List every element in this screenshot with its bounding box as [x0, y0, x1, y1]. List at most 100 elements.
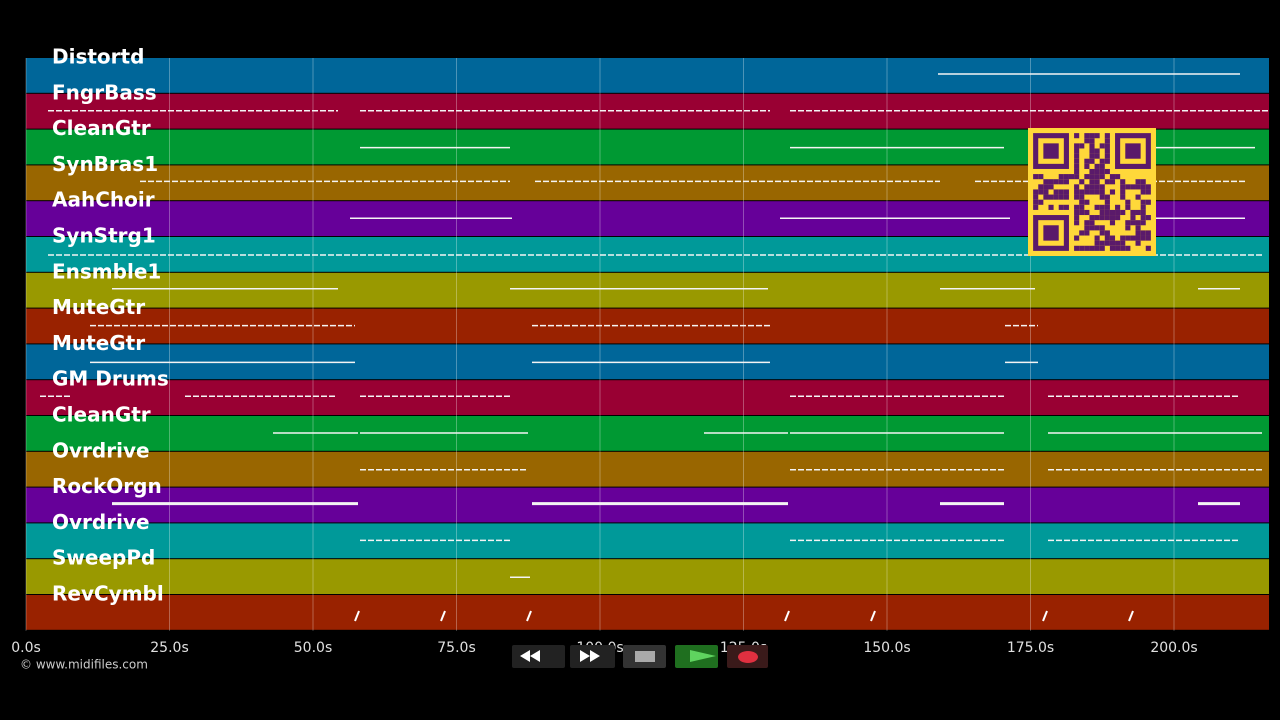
track-row [26, 272, 1269, 308]
qr-module [1104, 240, 1110, 246]
qr-module [1120, 189, 1126, 195]
qr-module [1109, 215, 1116, 221]
time-tick-label: 175.0s [1007, 640, 1054, 656]
qr-module [1074, 204, 1080, 210]
qr-module [1094, 215, 1100, 221]
track-label: SynBras1 [52, 152, 158, 176]
qr-module [1089, 220, 1095, 226]
play-button[interactable] [675, 645, 718, 668]
track-label: MuteGtr [52, 295, 145, 319]
qr-module [1099, 245, 1105, 251]
qr-module [1089, 168, 1095, 175]
qr-module [1099, 168, 1105, 175]
track-label: SweepPd [52, 546, 155, 570]
qr-module [1058, 179, 1064, 185]
qr-module [1094, 240, 1100, 246]
qr-module [1074, 168, 1080, 175]
time-tick-label: 25.0s [150, 640, 188, 656]
qr-module [1135, 220, 1141, 226]
transport-controls [512, 645, 768, 668]
qr-module [1099, 230, 1105, 236]
track-label: FngrBass [52, 80, 157, 104]
qr-module [1079, 189, 1085, 195]
qr-module [1109, 189, 1116, 195]
qr-module [1104, 204, 1110, 210]
track-row [26, 380, 1269, 415]
record-button[interactable] [727, 645, 768, 668]
qr-module [1140, 220, 1146, 226]
qr-finder [1125, 143, 1141, 159]
qr-module [1079, 143, 1085, 149]
qr-module [1140, 189, 1146, 195]
stop-icon [635, 651, 655, 662]
qr-module [1089, 174, 1095, 180]
qr-module [1145, 235, 1151, 241]
qr-module [1120, 240, 1126, 246]
qr-module [1068, 174, 1075, 180]
qr-module [1063, 204, 1069, 210]
stop-button[interactable] [623, 645, 666, 668]
qr-module [1058, 189, 1064, 195]
time-tick-label: 75.0s [437, 640, 475, 656]
qr-module [1120, 209, 1126, 216]
qr-module [1094, 179, 1100, 185]
qr-module [1074, 194, 1080, 200]
qr-module [1109, 209, 1116, 216]
qr-module [1135, 230, 1141, 236]
qr-module [1084, 209, 1090, 216]
qr-module [1104, 158, 1110, 164]
time-tick-label: 150.0s [863, 640, 910, 656]
qr-module [1089, 184, 1095, 190]
qr-module [1120, 179, 1126, 185]
qr-module [1038, 189, 1044, 195]
qr-module [1089, 189, 1095, 195]
qr-module [1099, 204, 1105, 210]
qr-module [1048, 194, 1054, 200]
qr-module [1109, 220, 1116, 226]
qr-module [1058, 194, 1064, 200]
qr-module [1079, 245, 1085, 251]
qr-module [1074, 158, 1080, 164]
qr-module [1084, 245, 1090, 251]
rewind-button[interactable] [512, 645, 565, 668]
qr-module [1104, 179, 1110, 185]
qr-finder [1033, 215, 1069, 251]
qr-module [1099, 209, 1105, 216]
time-tick-label: 200.0s [1150, 640, 1197, 656]
qr-module [1043, 189, 1049, 195]
qr-module [1074, 220, 1080, 226]
qr-module [1109, 235, 1116, 241]
track-row [26, 595, 1269, 630]
track-label: GM Drums [52, 367, 169, 391]
time-tick-label: 0.0s [11, 640, 41, 656]
qr-module [1130, 209, 1136, 216]
qr-module [1115, 209, 1121, 216]
qr-module [1074, 148, 1080, 154]
qr-module [1120, 184, 1126, 190]
qr-module [1094, 174, 1100, 180]
qr-module [1089, 158, 1095, 164]
qr-module [1033, 204, 1039, 210]
qr-module [1084, 199, 1090, 205]
qr-module [1125, 184, 1131, 190]
qr-module [1099, 215, 1105, 221]
qr-module [1104, 153, 1110, 159]
track-label: CleanGtr [52, 116, 151, 140]
qr-module [1084, 225, 1090, 231]
qr-module [1089, 143, 1095, 149]
qr-module [1109, 240, 1116, 246]
qr-module [1089, 245, 1095, 251]
qr-module [1063, 179, 1069, 185]
qr-module [1145, 245, 1151, 251]
qr-module [1089, 148, 1095, 154]
qr-module [1089, 215, 1095, 221]
qr-module [1099, 194, 1105, 200]
qr-module [1099, 143, 1105, 149]
qr-module [1089, 133, 1095, 139]
qr-module [1053, 194, 1059, 200]
track-row [26, 559, 1269, 594]
fast-forward-button[interactable] [570, 645, 615, 668]
qr-module [1135, 179, 1141, 185]
qr-module [1104, 215, 1110, 221]
qr-module [1079, 230, 1085, 236]
